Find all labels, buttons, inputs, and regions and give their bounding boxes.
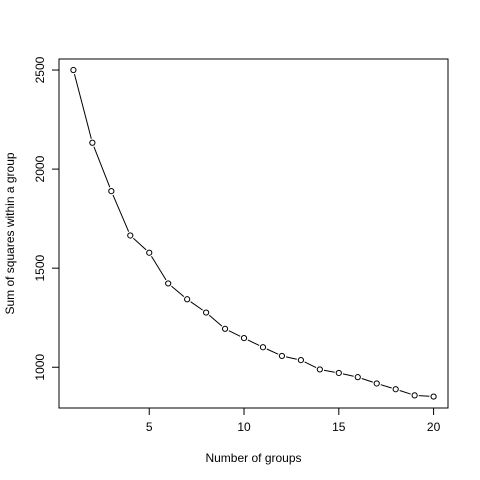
x-axis: 5 10 15 20 bbox=[146, 407, 441, 434]
x-tick-label: 5 bbox=[146, 420, 153, 434]
series-line-segment bbox=[112, 194, 130, 232]
data-point bbox=[70, 66, 77, 74]
data-point bbox=[430, 393, 437, 400]
series-line-segment bbox=[171, 285, 185, 297]
series-line-segment bbox=[133, 237, 147, 251]
series-line-segment bbox=[247, 339, 260, 346]
data-point bbox=[203, 309, 210, 316]
series-line-segment bbox=[380, 384, 392, 389]
series-line-segment bbox=[266, 348, 279, 355]
data-point bbox=[89, 139, 96, 146]
data-point bbox=[108, 187, 115, 195]
series-line-segment bbox=[399, 390, 411, 395]
y-tick-label: 1000 bbox=[33, 354, 47, 381]
series-line-segment bbox=[285, 356, 297, 360]
data-point bbox=[392, 386, 399, 393]
y-tick-label: 1500 bbox=[33, 255, 47, 282]
data-point bbox=[373, 380, 380, 387]
y-tick-label: 2500 bbox=[33, 56, 47, 83]
y-axis: 1000 1500 2000 2500 bbox=[33, 56, 60, 381]
data-point bbox=[278, 352, 286, 360]
x-axis-label: Number of groups bbox=[205, 451, 301, 465]
data-point bbox=[259, 344, 267, 351]
data-point bbox=[335, 369, 342, 377]
data-point bbox=[184, 296, 191, 303]
y-axis-label: Sum of squares within a group bbox=[3, 152, 17, 314]
series-line-segment bbox=[93, 146, 111, 188]
series-line-segment bbox=[73, 73, 92, 139]
series-line-segment bbox=[208, 314, 223, 327]
series-line-segment bbox=[342, 373, 354, 377]
series-line-segment bbox=[323, 369, 335, 373]
data-series bbox=[70, 66, 437, 400]
data-point bbox=[354, 374, 361, 381]
series-line-segment bbox=[361, 378, 373, 383]
series-line-segment bbox=[228, 330, 241, 337]
data-point bbox=[240, 335, 248, 342]
y-tick-label: 2000 bbox=[33, 155, 47, 182]
x-tick-label: 10 bbox=[237, 420, 251, 434]
data-point bbox=[146, 249, 153, 256]
x-tick-label: 15 bbox=[332, 420, 346, 434]
x-tick-label: 20 bbox=[427, 420, 441, 434]
data-point bbox=[297, 357, 304, 364]
series-line-segment bbox=[304, 361, 317, 369]
series-line-segment bbox=[418, 395, 430, 397]
data-point bbox=[411, 392, 418, 399]
data-point bbox=[127, 232, 134, 239]
series-line-segment bbox=[190, 301, 203, 311]
series-line-segment bbox=[151, 256, 167, 281]
data-point bbox=[221, 325, 229, 332]
data-point bbox=[316, 366, 323, 373]
data-point bbox=[165, 280, 172, 287]
